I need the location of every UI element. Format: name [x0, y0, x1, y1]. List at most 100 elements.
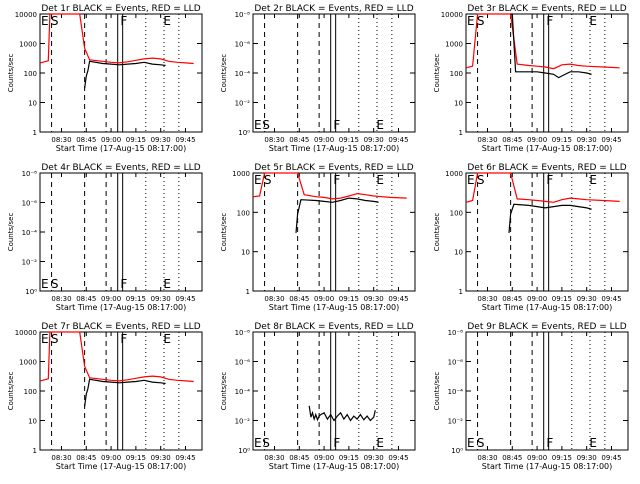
- x-tick-label: 09:00: [101, 136, 121, 144]
- x-tick-label: 09:30: [577, 136, 597, 144]
- y-axis-label: Counts/sec: [433, 372, 441, 411]
- x-tick-label: 09:45: [388, 136, 408, 144]
- time-marker-label: S: [51, 332, 59, 346]
- detector-panel: Det 3r BLACK = Events, RED = LLD 1 10 100 10…: [433, 4, 629, 153]
- time-marker-label: F: [120, 332, 127, 346]
- y-axis-label: Counts/sec: [7, 213, 15, 252]
- panel-title: Det 8r BLACK = Events, RED = LLD: [254, 322, 413, 332]
- time-marker-label: E: [376, 436, 384, 450]
- time-marker-label: E: [163, 332, 171, 346]
- detector-panel: Det 7r BLACK = Events, RED = LLD 1 10 100 10…: [7, 322, 203, 471]
- panel-title: Det 1r BLACK = Events, RED = LLD: [41, 4, 200, 14]
- x-tick-label: 09:45: [388, 295, 408, 303]
- y-tick-label: 10: [241, 249, 250, 257]
- detector-panel: Det 9r BLACK = Events, RED = LLD 10⁰ 10⁻² 1…: [433, 322, 629, 471]
- y-tick-label: 1: [459, 129, 463, 137]
- panel-title: Det 2r BLACK = Events, RED = LLD: [254, 4, 413, 14]
- y-tick-label: 1000: [19, 359, 37, 367]
- x-tick-label: 08:45: [76, 136, 96, 144]
- y-axis-label: Counts/sec: [7, 54, 15, 93]
- time-marker-label: E: [41, 277, 49, 291]
- y-tick-label: 10⁰: [25, 288, 37, 296]
- time-marker-label: S: [262, 436, 270, 450]
- x-tick-label: 09:45: [175, 454, 195, 462]
- detector-panel: Det 2r BLACK = Events, RED = LLD 10⁰ 10⁻² 1…: [220, 4, 416, 153]
- y-tick-label: 100: [450, 70, 463, 78]
- time-marker-label: E: [254, 173, 262, 187]
- panel-title: Det 5r BLACK = Events, RED = LLD: [254, 163, 413, 173]
- y-tick-label: 10⁻⁶: [235, 359, 251, 367]
- time-marker-label: E: [254, 118, 262, 132]
- y-tick-label: 10⁻²: [235, 100, 251, 108]
- x-tick-label: 09:15: [339, 295, 359, 303]
- events-series-line: [84, 60, 166, 89]
- time-marker-label: E: [376, 173, 384, 187]
- x-tick-label: 09:15: [552, 295, 572, 303]
- x-axis-label: Start Time (17-Aug-15 08:17:00): [269, 144, 400, 153]
- y-tick-label: 100: [24, 388, 37, 396]
- panel-title: Det 3r BLACK = Events, RED = LLD: [467, 4, 626, 14]
- y-tick-label: 1: [33, 447, 37, 455]
- y-tick-label: 100: [24, 70, 37, 78]
- x-axis-label: Start Time (17-Aug-15 08:17:00): [482, 144, 613, 153]
- y-tick-label: 10000: [15, 329, 37, 337]
- y-tick-label: 100: [450, 209, 463, 217]
- time-marker-label: S: [477, 173, 485, 187]
- y-tick-label: 10⁻²: [448, 418, 464, 426]
- time-marker-label: S: [477, 436, 485, 450]
- events-series-line: [308, 405, 376, 422]
- x-tick-label: 09:45: [601, 136, 621, 144]
- time-marker-label: S: [264, 173, 272, 187]
- time-marker-label: F: [546, 173, 553, 187]
- time-marker-label: F: [546, 14, 553, 28]
- y-axis-label: Counts/sec: [220, 372, 228, 411]
- x-axis-label: Start Time (17-Aug-15 08:17:00): [269, 303, 400, 312]
- x-tick-label: 08:45: [502, 454, 522, 462]
- panel-title: Det 7r BLACK = Events, RED = LLD: [41, 322, 200, 332]
- x-axis-label: Start Time (17-Aug-15 08:17:00): [269, 462, 400, 471]
- x-tick-label: 09:00: [527, 136, 547, 144]
- x-tick-label: 09:15: [126, 295, 146, 303]
- time-marker-label: S: [51, 14, 59, 28]
- x-tick-label: 09:00: [314, 295, 334, 303]
- x-tick-label: 09:15: [552, 136, 572, 144]
- y-tick-label: 10⁻⁶: [22, 200, 38, 208]
- events-series-line: [84, 378, 166, 407]
- x-tick-label: 09:45: [175, 136, 195, 144]
- events-series-line: [295, 197, 379, 233]
- plot-frame: [252, 331, 416, 451]
- time-marker-label: E: [467, 436, 475, 450]
- lld-series-line: [465, 13, 620, 70]
- time-marker-label: E: [589, 436, 597, 450]
- time-marker-label: E: [41, 14, 49, 28]
- x-tick-label: 08:30: [264, 454, 284, 462]
- x-tick-label: 09:45: [388, 454, 408, 462]
- x-tick-label: 09:45: [601, 454, 621, 462]
- time-marker-label: E: [589, 14, 597, 28]
- time-marker-label: F: [120, 14, 127, 28]
- y-tick-label: 1000: [19, 41, 37, 49]
- x-tick-label: 08:30: [264, 136, 284, 144]
- time-marker-label: E: [467, 173, 475, 187]
- x-tick-label: 08:30: [477, 295, 497, 303]
- x-tick-label: 08:30: [477, 136, 497, 144]
- y-axis-label: Counts/sec: [220, 213, 228, 252]
- time-marker-label: E: [376, 118, 384, 132]
- y-axis-label: Counts/sec: [220, 54, 228, 93]
- plot-frame: [252, 13, 416, 133]
- time-marker-label: F: [333, 173, 340, 187]
- plot-frame: [39, 172, 203, 292]
- time-marker-label: E: [41, 332, 49, 346]
- y-tick-label: 10⁰: [451, 447, 463, 455]
- lld-series-line: [39, 331, 194, 383]
- x-axis-label: Start Time (17-Aug-15 08:17:00): [56, 144, 187, 153]
- x-tick-label: 09:30: [364, 454, 384, 462]
- x-tick-label: 08:45: [502, 136, 522, 144]
- x-tick-label: 09:30: [364, 295, 384, 303]
- x-tick-label: 09:00: [101, 295, 121, 303]
- y-tick-label: 1: [459, 288, 463, 296]
- y-tick-label: 10⁻⁸: [448, 329, 464, 337]
- x-tick-label: 09:30: [577, 454, 597, 462]
- x-tick-label: 09:30: [364, 136, 384, 144]
